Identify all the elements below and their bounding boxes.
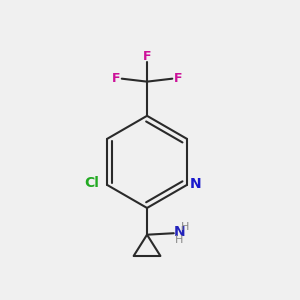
Text: F: F [173, 72, 182, 85]
Text: H: H [181, 222, 189, 232]
Text: H: H [175, 235, 183, 245]
Text: Cl: Cl [84, 176, 99, 190]
Text: F: F [143, 50, 151, 64]
Text: F: F [112, 72, 121, 85]
Text: N: N [189, 177, 201, 191]
Text: N: N [173, 225, 185, 239]
